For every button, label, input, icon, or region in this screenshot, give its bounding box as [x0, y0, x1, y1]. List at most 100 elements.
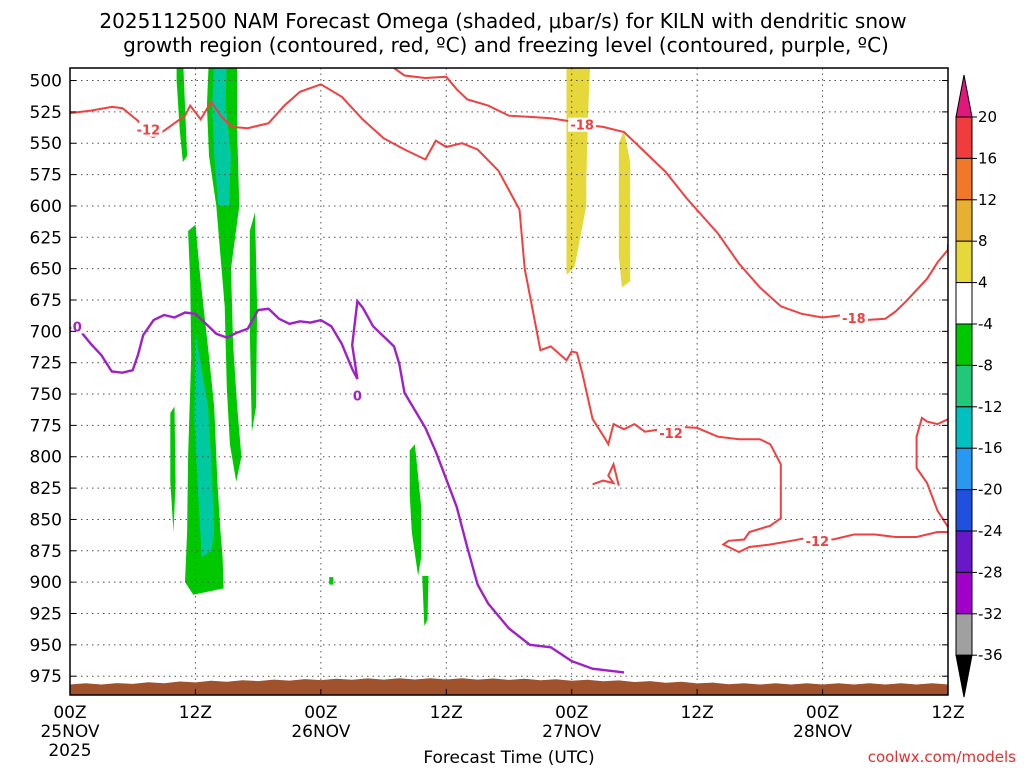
terrain-ground — [70, 678, 948, 695]
x-tick-date: 25NOV — [40, 722, 99, 742]
colorbar-label: 16 — [978, 149, 997, 167]
chart-title-line2: growth region (contoured, red, ºC) and f… — [123, 33, 889, 57]
y-tick-label: 900 — [30, 573, 62, 593]
y-tick-label: 700 — [30, 322, 62, 342]
y-tick-label: 500 — [30, 72, 62, 92]
x-axis-title: Forecast Time (UTC) — [423, 748, 594, 768]
colorbar-label: 12 — [978, 191, 997, 209]
contour-label: -12 — [806, 535, 830, 550]
y-tick-label: 825 — [30, 479, 62, 499]
colorbar-swatch — [955, 447, 973, 491]
contour-label-bg-3 — [657, 426, 686, 441]
colorbar-swatch — [955, 530, 973, 573]
plot-area: -12 -18 -18 -12 -12 0 0 500 525 550 575 600 625 650 67… — [30, 67, 965, 761]
y-tick-label: 875 — [30, 542, 62, 562]
y-tick-label: 800 — [30, 448, 62, 468]
contour-dgz-minus12-right — [915, 416, 948, 528]
x-tick-label: 12Z — [430, 703, 463, 723]
contour-label: -12 — [137, 124, 161, 139]
colorbar-label: -12 — [978, 398, 1003, 416]
x-tick-label: 00Z — [53, 703, 86, 723]
plot-frame — [69, 67, 949, 696]
y-tick-label: 725 — [30, 354, 62, 374]
contour-label-bg-6 — [351, 388, 364, 403]
omega-region-9 — [329, 577, 334, 585]
colorbar-label: -32 — [978, 605, 1003, 623]
x-tick-label: 00Z — [304, 703, 337, 723]
contour-label: 0 — [353, 390, 362, 405]
colorbar-label: 8 — [978, 232, 988, 250]
colorbar-label: -16 — [978, 439, 1003, 457]
source-credit: coolwx.com/models — [868, 748, 1016, 766]
colorbar-swatch — [955, 613, 973, 656]
x-tick-label: 00Z — [806, 703, 839, 723]
contour-label: -18 — [842, 312, 866, 327]
x-tick-label: 12Z — [681, 703, 714, 723]
y-tick-label: 600 — [30, 197, 62, 217]
y-tick-label: 575 — [30, 166, 62, 186]
y-tick-label: 850 — [30, 510, 62, 530]
colorbar-top-arrow — [955, 74, 973, 118]
contour-label-bg-4 — [803, 534, 832, 549]
contour-freezing-level — [70, 298, 625, 674]
colorbar-swatch — [955, 323, 973, 366]
contour-dgz-minus12 — [70, 83, 948, 554]
y-tick-label: 675 — [30, 291, 62, 311]
colorbar-swatch — [955, 199, 973, 242]
colorbar-swatch — [955, 157, 973, 201]
contour-label: 0 — [73, 321, 82, 336]
colorbar-bottom-arrow — [955, 654, 973, 698]
colorbar-label: -24 — [978, 522, 1003, 540]
colorbar-label: -4 — [978, 315, 993, 333]
contour-dgz-minus18 — [393, 68, 948, 322]
omega-region-10 — [566, 68, 590, 275]
omega-region-0 — [176, 68, 188, 163]
colorbar-swatch — [955, 116, 973, 159]
contour-label-bg-0 — [134, 122, 163, 137]
contour-label-bg-5 — [71, 319, 84, 334]
colorbar-label: -28 — [978, 563, 1003, 581]
omega-region-5 — [249, 212, 258, 432]
y-tick-label: 750 — [30, 385, 62, 405]
y-tick-label: 950 — [30, 636, 62, 656]
contour-label: -18 — [570, 119, 594, 134]
omega-region-4 — [194, 331, 215, 558]
contour-label: -12 — [659, 427, 683, 442]
x-tick-year: 2025 — [48, 741, 91, 761]
x-tick-date: 27NOV — [542, 722, 601, 742]
plot-inner: -12 -18 -18 -12 -12 0 0 — [70, 68, 948, 695]
y-tick-label: 650 — [30, 260, 62, 280]
colorbar-swatch — [955, 406, 973, 449]
x-tick-label: 12Z — [179, 703, 212, 723]
contour-label-bg-2 — [839, 310, 868, 325]
y-tick-label: 550 — [30, 134, 62, 154]
colorbar-label: 20 — [978, 108, 997, 126]
omega-region-6 — [170, 406, 176, 532]
omega-region-7 — [409, 444, 422, 576]
colorbar-swatch — [955, 282, 973, 325]
colorbar-label: -36 — [978, 646, 1003, 664]
x-tick-label: 12Z — [931, 703, 964, 723]
chart-title-line1: 2025112500 NAM Forecast Omega (shaded, μ… — [99, 9, 906, 33]
contour-label-bg-1 — [568, 117, 597, 132]
x-tick-date: 26NOV — [291, 722, 350, 742]
y-tick-label: 925 — [30, 604, 62, 624]
x-tick-label: 00Z — [555, 703, 588, 723]
colorbar-swatch — [955, 571, 973, 615]
omega-region-11 — [618, 130, 631, 288]
omega-region-8 — [422, 575, 429, 626]
colorbar-swatch — [955, 489, 973, 532]
y-tick-label: 975 — [30, 667, 62, 687]
x-tick-date: 28NOV — [793, 722, 852, 742]
contour-dgz-minus12-small — [592, 461, 620, 486]
omega-region-2 — [212, 68, 231, 206]
colorbar-label: -20 — [978, 481, 1003, 499]
colorbar-label: 4 — [978, 274, 988, 292]
colorbar-label: -8 — [978, 356, 993, 374]
y-tick-label: 525 — [30, 103, 62, 123]
y-tick-label: 775 — [30, 416, 62, 436]
colorbar: 20 16 12 8 4 -4 -8 -12 -16 -20 -24 -28 -32 -36 — [955, 74, 1003, 698]
y-tick-label: 625 — [30, 228, 62, 248]
colorbar-swatch — [955, 364, 973, 408]
